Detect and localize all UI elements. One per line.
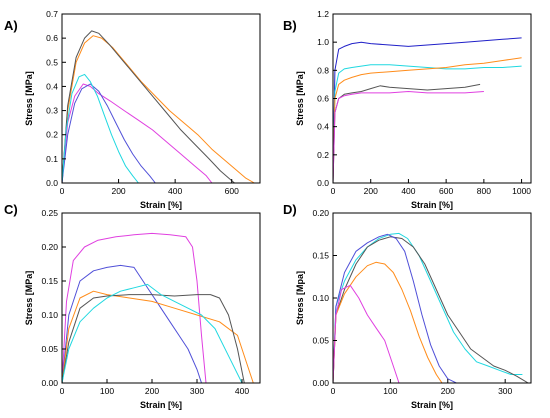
x-tick-label: 0 (60, 386, 65, 396)
x-tick-label: 100 (100, 386, 114, 396)
x-axis-title: Strain [%] (411, 200, 453, 210)
panel-letter: A) (4, 18, 18, 33)
series-line-5 (61, 283, 243, 384)
series-line-4 (61, 83, 156, 184)
y-tick-label: 0.20 (41, 242, 58, 252)
x-tick-label: 200 (441, 386, 455, 396)
y-axis-title: Stress [MPa] (24, 271, 34, 326)
series-line-2 (61, 30, 235, 184)
y-tick-label: 0.25 (41, 208, 58, 218)
series-line-2 (332, 64, 522, 184)
y-axis-title: Stress [MPa] (24, 71, 34, 126)
x-tick-label: 0 (331, 186, 336, 196)
x-tick-label: 0 (60, 186, 65, 196)
series-line-5 (332, 284, 400, 384)
x-axis-title: Strain [%] (411, 400, 453, 410)
x-tick-label: 400 (235, 386, 249, 396)
y-tick-label: 0.15 (312, 251, 329, 261)
series-line-2 (332, 236, 529, 384)
y-axis-title: Stress [MPa] (295, 71, 305, 126)
x-tick-label: 800 (477, 186, 491, 196)
y-tick-label: 0.00 (41, 378, 58, 388)
series-line-4 (332, 83, 481, 184)
x-tick-label: 200 (145, 386, 159, 396)
x-tick-label: 600 (225, 186, 239, 196)
series-line-3 (332, 57, 522, 184)
y-tick-label: 0.4 (46, 81, 58, 91)
panel-letter: B) (283, 18, 297, 33)
x-tick-label: 600 (439, 186, 453, 196)
x-tick-label: 200 (111, 186, 125, 196)
series-line-5 (61, 73, 139, 184)
y-tick-label: 0.5 (46, 57, 58, 67)
plot-frame (61, 13, 261, 184)
series-line-1 (61, 232, 207, 384)
x-tick-label: 400 (168, 186, 182, 196)
y-tick-label: 0.1 (46, 154, 58, 164)
series-line-3 (61, 83, 213, 184)
y-tick-label: 0.0 (317, 178, 329, 188)
x-tick-label: 200 (364, 186, 378, 196)
x-tick-label: 0 (331, 386, 336, 396)
series-line-2 (61, 264, 202, 384)
panel-letter: C) (4, 202, 18, 217)
panel-letter: D) (283, 202, 297, 217)
y-tick-label: 0.15 (41, 276, 58, 286)
x-tick-label: 300 (190, 386, 204, 396)
y-tick-label: 0.00 (312, 378, 329, 388)
panel-3: C) 0 100 200 300 400 0.00 0.05 0.10 0.15 0.20 0.25 S… (4, 202, 261, 410)
y-tick-label: 0.0 (46, 178, 58, 188)
y-tick-label: 0.10 (41, 310, 58, 320)
series-line-3 (61, 290, 254, 384)
y-tick-label: 0.05 (41, 344, 58, 354)
series-line-5 (332, 91, 484, 184)
panel-2: B) 0 200 400 600 800 1000 0.0 0.2 0.4 0.6 0.8 1.0 1.2… (283, 9, 532, 210)
series-line-1 (332, 37, 522, 184)
y-tick-label: 0.20 (312, 208, 329, 218)
y-axis-title: Stress [Mpa] (295, 271, 305, 325)
x-tick-label: 300 (498, 386, 512, 396)
plot-frame (61, 212, 261, 384)
y-tick-label: 0.2 (46, 130, 58, 140)
series-line-4 (61, 294, 245, 384)
series-line-1 (61, 35, 255, 184)
x-axis-title: Strain [%] (140, 400, 182, 410)
series-line-3 (332, 233, 457, 384)
y-tick-label: 0.2 (317, 150, 329, 160)
x-axis-title: Strain [%] (140, 200, 182, 210)
y-tick-label: 1.2 (317, 9, 329, 19)
y-tick-label: 0.7 (46, 9, 58, 19)
x-tick-label: 1000 (512, 186, 531, 196)
y-tick-label: 0.6 (317, 94, 329, 104)
y-tick-label: 0.8 (317, 65, 329, 75)
y-tick-label: 0.10 (312, 293, 329, 303)
x-tick-label: 400 (401, 186, 415, 196)
y-tick-label: 1.0 (317, 37, 329, 47)
y-tick-label: 0.4 (317, 122, 329, 132)
series-line-4 (332, 261, 443, 384)
plot-frame (332, 212, 532, 384)
y-tick-label: 0.6 (46, 33, 58, 43)
y-tick-label: 0.3 (46, 106, 58, 116)
panel-1: A) 0 200 400 600 0.0 0.1 0.2 0.3 0.4 0.5 0.6 0.7 Stra… (4, 9, 261, 210)
y-tick-label: 0.05 (312, 336, 329, 346)
x-tick-label: 100 (383, 386, 397, 396)
panel-4: D) 0 100 200 300 0.00 0.05 0.10 0.15 0.20 Strain [… (283, 202, 532, 410)
